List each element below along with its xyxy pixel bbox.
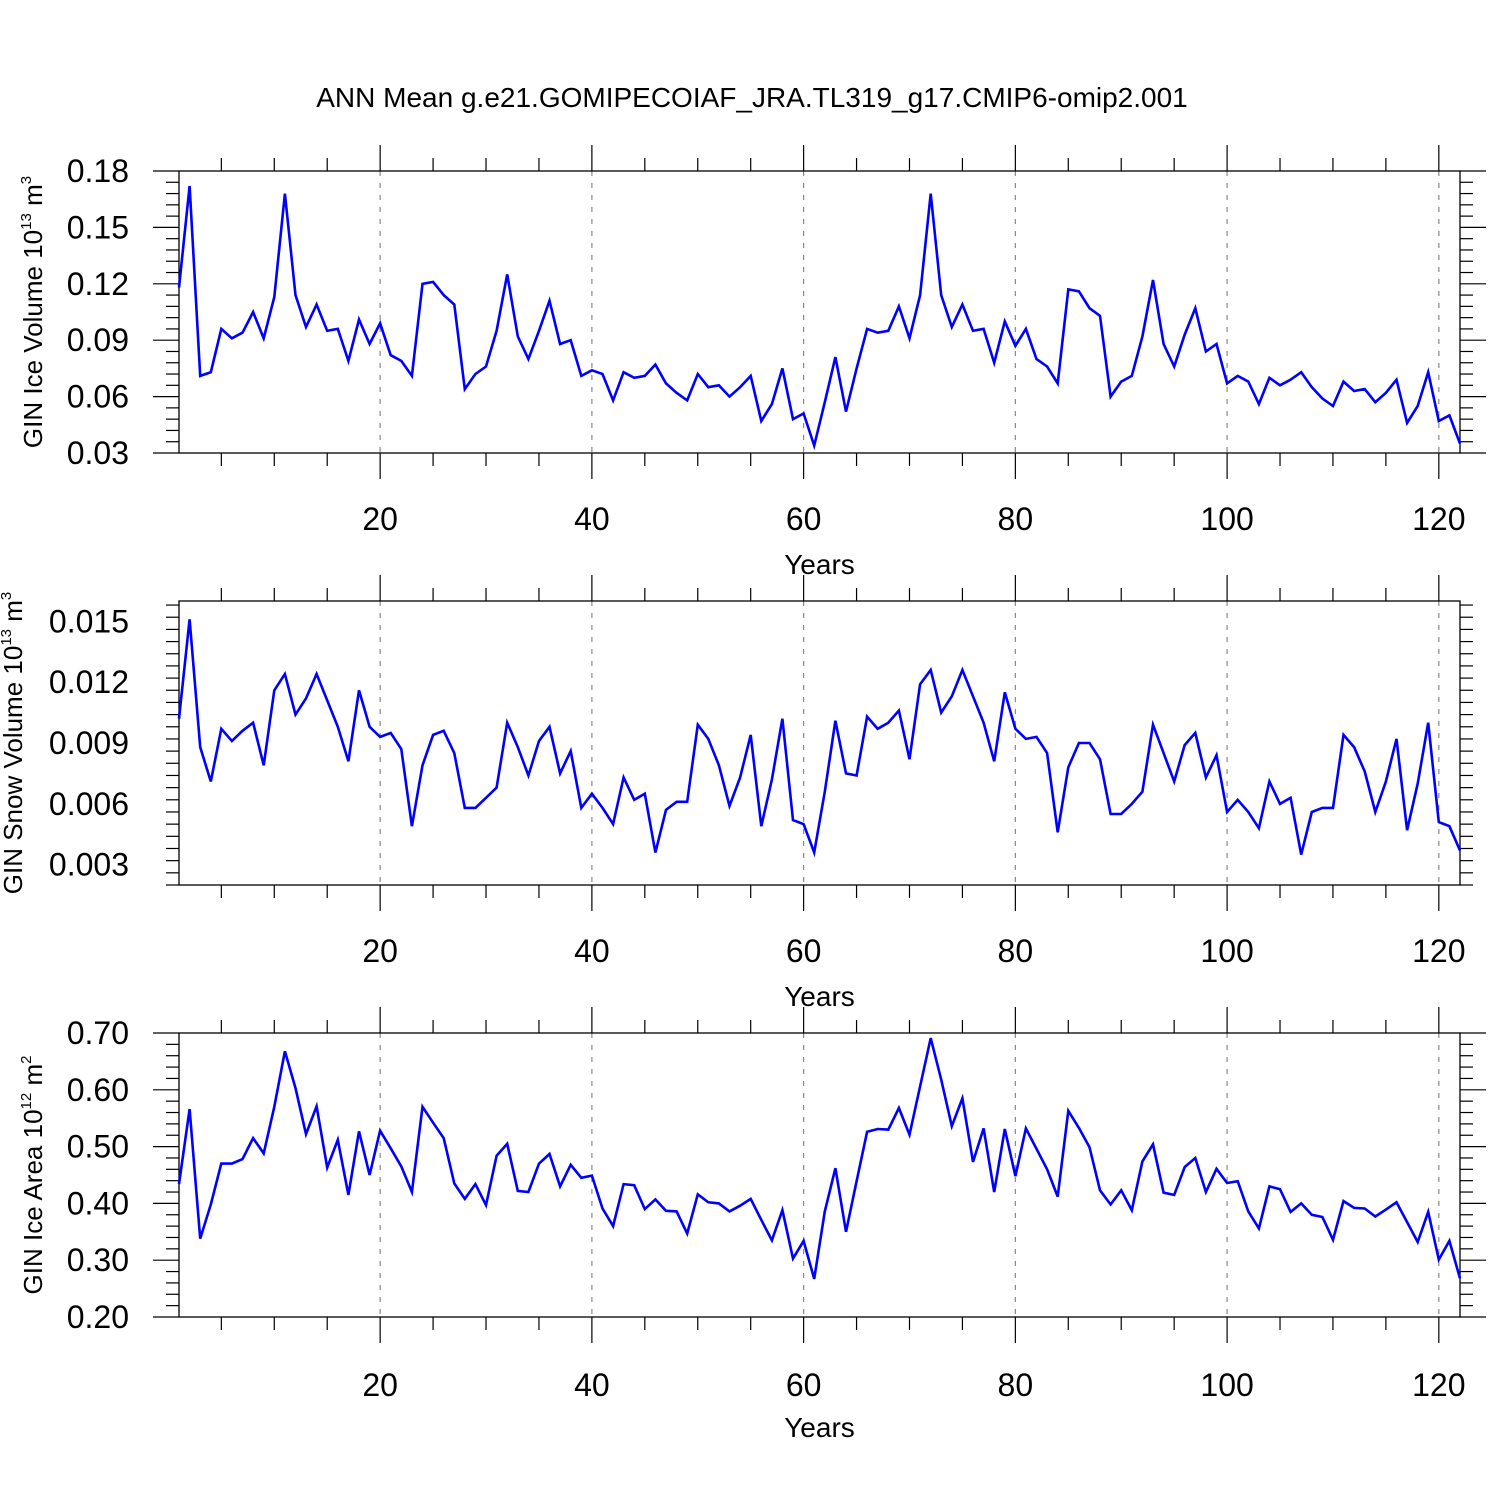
x-tick-label: 20: [362, 1367, 398, 1403]
plot-frame: [178, 170, 1461, 454]
series-line: [177, 619, 1462, 858]
panel-2: 20 40 60 80 100 120 0.003 0.006 0.009 0.012 0.015 Y…: [0, 575, 1473, 1012]
x-axis-label: Years: [784, 549, 855, 580]
plot-frame: [178, 1032, 1461, 1318]
x-axis-label: Years: [784, 1412, 855, 1443]
x-tick-label: 60: [786, 501, 822, 537]
x-tick-label: 40: [574, 1367, 610, 1403]
x-tick-label: 60: [786, 933, 822, 969]
x-tick-label: 20: [362, 933, 398, 969]
x-tick-label: 20: [362, 501, 398, 537]
y-tick-label: 0.30: [67, 1242, 129, 1278]
x-tick-label: 40: [574, 501, 610, 537]
x-tick-label: 60: [786, 1367, 822, 1403]
series-line: [177, 185, 1462, 451]
y-tick-label: 0.012: [49, 664, 129, 700]
x-tick-label: 40: [574, 933, 610, 969]
x-tick-label: 100: [1200, 1367, 1253, 1403]
y-tick-label: 0.15: [67, 209, 129, 245]
panel-3: 20 40 60 80 100 120 0.20 0.30 0.40 0.50 0.60 0.70 Ye…: [18, 1007, 1486, 1443]
series-line: [177, 1037, 1462, 1280]
x-tick-label: 80: [998, 933, 1034, 969]
x-tick-label: 80: [998, 501, 1034, 537]
y-tick-label: 0.70: [67, 1015, 129, 1051]
plot-frame: [178, 600, 1461, 886]
y-tick-label: 0.40: [67, 1185, 129, 1221]
y-tick-label: 0.03: [67, 435, 129, 471]
y-tick-label: 0.09: [67, 322, 129, 358]
y-axis-label: GIN Ice Volume 1013 m3: [18, 176, 48, 448]
x-axis-label: Years: [784, 981, 855, 1012]
y-tick-label: 0.20: [67, 1299, 129, 1335]
x-tick-label: 120: [1412, 501, 1465, 537]
x-tick-label: 100: [1200, 933, 1253, 969]
y-tick-label: 0.50: [67, 1129, 129, 1165]
figure-title: ANN Mean g.e21.GOMIPECOIAF_JRA.TL319_g17…: [316, 82, 1188, 113]
y-tick-label: 0.009: [49, 725, 129, 761]
y-tick-label: 0.60: [67, 1072, 129, 1108]
x-tick-label: 120: [1412, 1367, 1465, 1403]
y-tick-label: 0.015: [49, 603, 129, 639]
y-tick-label: 0.06: [67, 379, 129, 415]
y-tick-label: 0.006: [49, 786, 129, 822]
x-tick-label: 100: [1200, 501, 1253, 537]
panels: 20 40 60 80 100 120 0.03 0.06 0.09 0.12 0.15 0.18 Ye…: [0, 145, 1486, 1443]
y-axis-label: GIN Snow Volume 1013 m3: [0, 592, 28, 895]
y-tick-label: 0.12: [67, 266, 129, 302]
panel-1: 20 40 60 80 100 120 0.03 0.06 0.09 0.12 0.15 0.18 Ye…: [18, 145, 1486, 580]
y-tick-label: 0.003: [49, 847, 129, 883]
y-tick-label: 0.18: [67, 153, 129, 189]
y-axis-label: GIN Ice Area 1012 m2: [18, 1056, 48, 1295]
x-tick-label: 80: [998, 1367, 1034, 1403]
x-tick-label: 120: [1412, 933, 1465, 969]
